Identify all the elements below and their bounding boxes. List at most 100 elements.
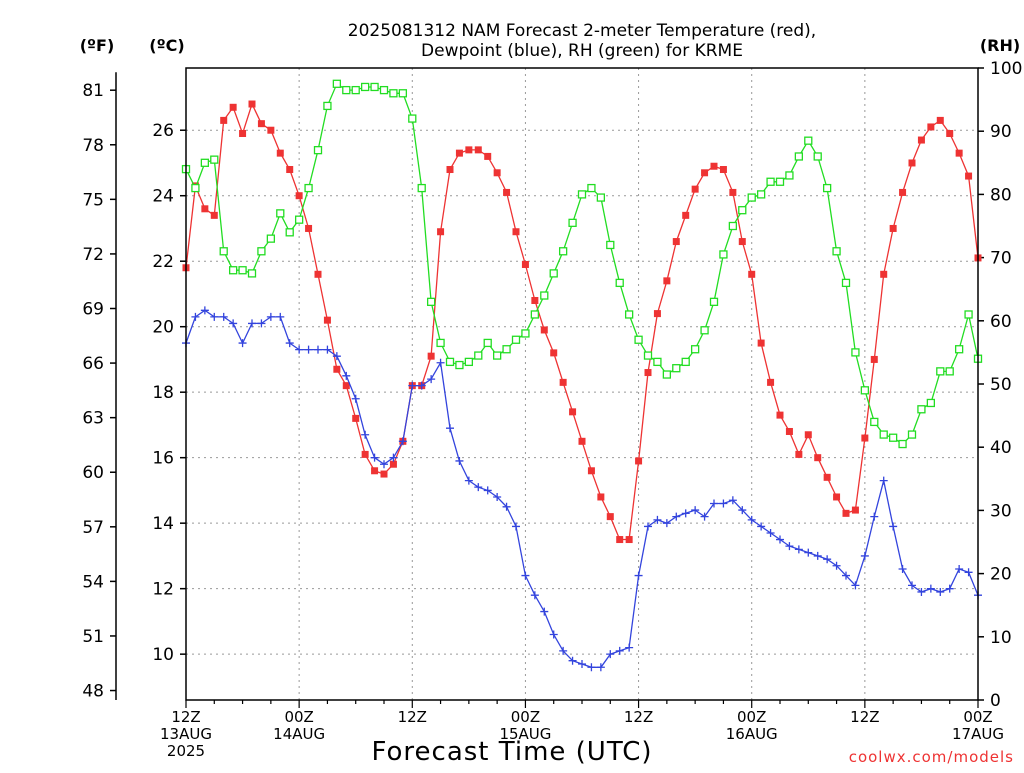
temperature-point <box>776 411 784 419</box>
dewpoint-point <box>823 555 832 564</box>
rh-point <box>917 405 926 414</box>
dewpoint-point <box>521 571 530 580</box>
celsius-tick-label: 16 <box>152 449 174 469</box>
rh-point <box>332 79 342 88</box>
temperature-point <box>889 224 897 232</box>
rh-point <box>379 85 389 95</box>
temperature-point <box>955 149 963 157</box>
temperature-point <box>917 136 925 144</box>
dewpoint-point <box>464 476 473 485</box>
dewpoint-point <box>238 339 247 348</box>
fahrenheit-tick-label: 51 <box>82 627 104 647</box>
rh-point <box>624 310 634 319</box>
dewpoint-point <box>295 345 304 354</box>
rh-tick-label: 90 <box>990 122 1012 142</box>
temperature-point <box>314 270 322 278</box>
dewpoint-point <box>625 643 634 652</box>
rh-point <box>530 310 540 319</box>
rh-point <box>719 250 728 259</box>
celsius-tick-label: 20 <box>152 318 174 338</box>
dewpoint-point <box>719 499 728 508</box>
x-tick-label: 17AUG <box>952 725 1004 743</box>
dewpoint-point <box>191 312 200 321</box>
rh-tick-label: 30 <box>990 501 1012 521</box>
rh-point <box>398 89 408 98</box>
rh-tick-label: 100 <box>990 59 1022 79</box>
temperature-point <box>248 100 256 108</box>
rh-point <box>370 82 379 92</box>
dewpoint-point <box>870 512 879 521</box>
rh-point <box>549 269 558 278</box>
dewpoint-point <box>936 587 945 596</box>
temperature-point <box>550 349 558 357</box>
rh-tick-label: 80 <box>990 185 1012 205</box>
dewpoint-point <box>832 561 841 570</box>
temperature-point <box>446 166 454 174</box>
temperature-point <box>672 238 680 246</box>
x-tick-label: 13AUG <box>160 725 212 743</box>
celsius-tick-label: 12 <box>152 580 174 600</box>
dewpoint-point <box>248 319 256 328</box>
fahrenheit-tick-label: 48 <box>82 682 104 702</box>
rh-point <box>832 247 841 256</box>
temperature-point <box>616 536 624 544</box>
dewpoint-point <box>408 381 417 390</box>
rh-point <box>521 329 530 338</box>
rh-point <box>474 351 483 360</box>
rh-tick-label: 20 <box>990 565 1012 585</box>
dewpoint-point <box>945 584 954 593</box>
dewpoint-point <box>370 453 379 462</box>
dewpoint-point <box>860 551 869 560</box>
rh-tick-label: 0 <box>990 691 1001 711</box>
temperature-point <box>521 260 529 268</box>
dewpoint-point <box>662 519 671 528</box>
temperature-point <box>286 166 294 174</box>
dewpoint-point <box>785 542 794 551</box>
temperature-point <box>239 129 247 137</box>
dewpoint-point <box>842 571 850 580</box>
dewpoint-point <box>219 312 228 321</box>
temperature-point <box>465 146 473 154</box>
dewpoint-point <box>851 581 860 590</box>
rh-tick-label: 60 <box>990 312 1012 332</box>
rh-point <box>851 348 860 357</box>
dewpoint-point <box>879 476 888 485</box>
rh-point <box>228 266 238 275</box>
temperature-point <box>738 238 746 246</box>
temperature-point <box>389 460 397 468</box>
temperature-point <box>276 149 284 157</box>
rh-point <box>643 351 653 360</box>
x-tick-label: 16AUG <box>726 725 778 743</box>
dewpoint-point <box>672 512 681 521</box>
temperature-point <box>578 437 586 445</box>
dewpoint-point <box>757 522 766 531</box>
temperature-point <box>936 116 944 124</box>
temperature-point <box>823 473 831 481</box>
dewpoint-point <box>530 591 539 600</box>
rh-point <box>445 357 455 367</box>
x-tick-label: 00Z <box>737 708 766 726</box>
dewpoint-point <box>644 522 652 531</box>
rh-point <box>662 370 672 379</box>
temperature-point <box>493 169 501 177</box>
rh-tick-label: 70 <box>990 249 1012 269</box>
rh-tick-label: 10 <box>990 628 1012 648</box>
x-tick-label: 00Z <box>963 708 992 726</box>
temperature-point <box>257 120 265 128</box>
series-rh <box>181 79 983 449</box>
rh-axis: 0 10 20 30 40 50 60 70 80 90 100 <box>978 59 1022 711</box>
temperature-point <box>625 536 633 544</box>
dewpoint-point <box>889 522 898 531</box>
rh-point <box>360 82 370 92</box>
dewpoint-point <box>540 607 549 616</box>
rh-point <box>879 430 888 439</box>
dewpoint-point <box>257 319 266 328</box>
rh-point <box>464 357 474 367</box>
rh-point <box>304 183 313 193</box>
rh-point <box>540 291 549 300</box>
series-layer <box>181 79 983 672</box>
temperature-point <box>946 129 954 137</box>
rh-point <box>351 85 360 95</box>
celsius-tick-label: 18 <box>152 383 174 403</box>
temperature-point <box>606 513 614 521</box>
